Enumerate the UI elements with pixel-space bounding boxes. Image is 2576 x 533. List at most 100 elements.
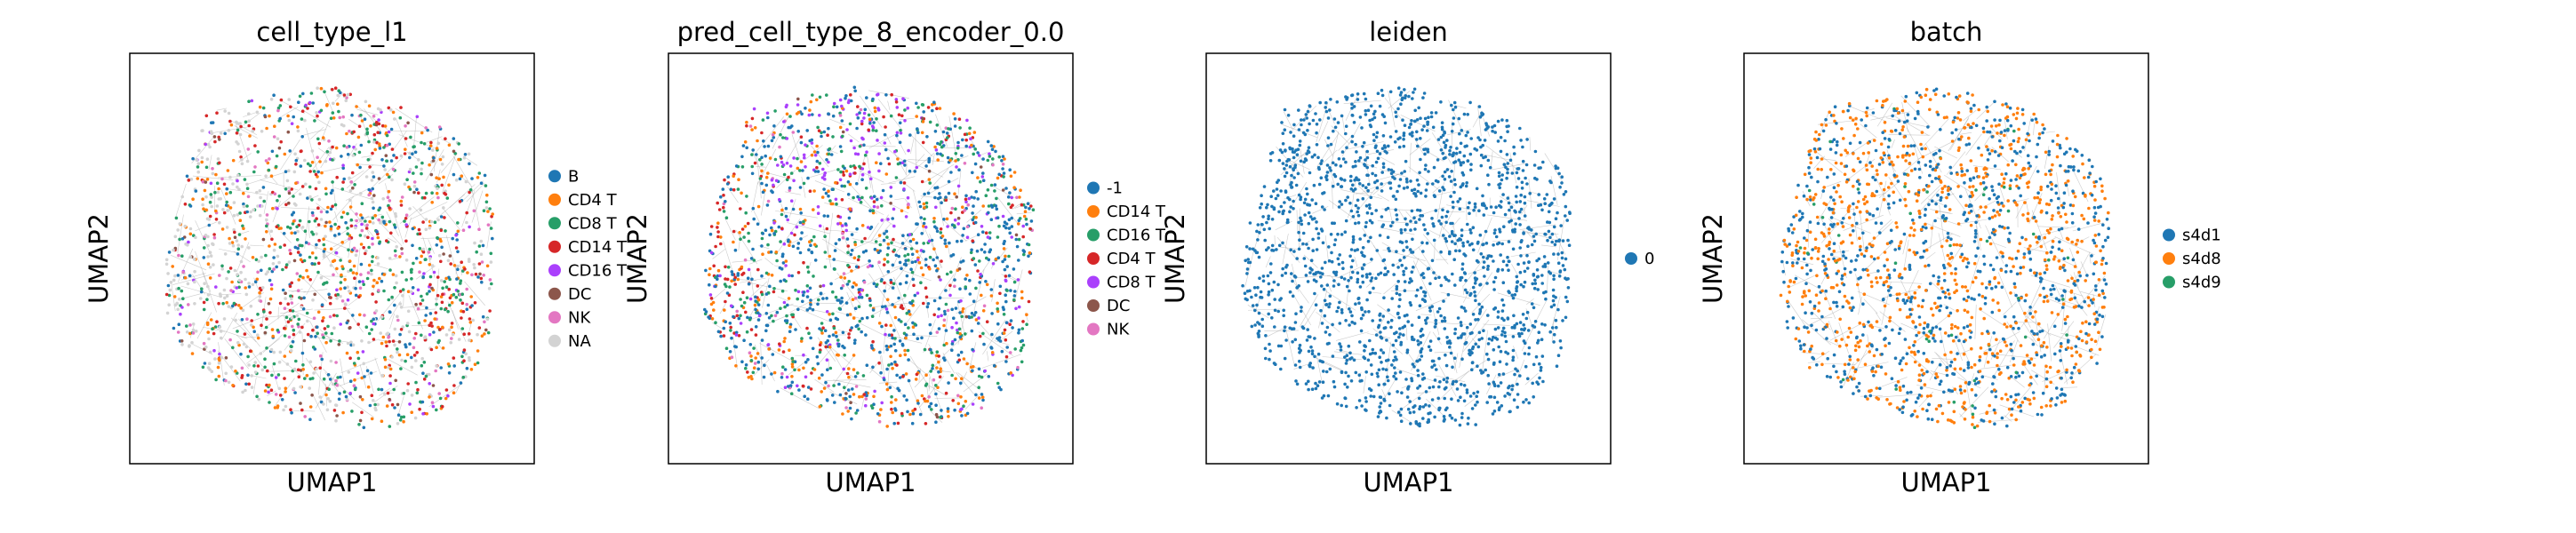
data-point [726,266,731,269]
data-point [1557,274,1562,278]
data-point [164,258,169,262]
data-point [249,323,253,327]
data-point [342,390,347,394]
data-point [412,190,416,195]
graph-edge [907,378,924,415]
data-point [343,286,347,290]
graph-edge [908,359,927,375]
data-point [964,277,967,281]
data-point [263,330,268,335]
data-point [791,313,795,317]
data-point [180,195,184,199]
data-point [400,247,404,251]
data-point [853,243,858,247]
data-point [976,233,980,236]
data-point [932,258,935,262]
graph-edge [378,173,394,185]
data-point [469,295,473,298]
data-point [281,288,285,292]
data-point [1369,363,1373,367]
data-point [202,207,205,211]
data-point [197,148,201,153]
data-point [790,124,794,128]
data-point [1474,423,1477,426]
data-point [188,255,193,259]
data-point [299,258,303,262]
data-point [260,323,263,328]
data-point [290,410,293,415]
graph-edge [241,336,257,338]
graph-edge [208,155,212,171]
data-point [326,205,330,210]
data-point [390,355,394,359]
data-point [896,421,900,426]
data-point [388,339,391,344]
data-point [967,131,972,136]
data-point [932,217,936,220]
data-point [1273,308,1277,313]
data-point [460,316,463,320]
data-point [486,223,491,227]
data-point [1388,392,1391,396]
data-point [244,120,248,124]
data-point [1492,259,1495,263]
data-point [880,278,884,282]
data-point [404,239,408,243]
graph-edge [814,378,835,393]
data-point [1468,227,1472,232]
data-point [1338,322,1342,325]
data-point [992,363,996,368]
data-point [439,239,443,243]
data-point [241,390,244,394]
data-point [896,386,900,391]
data-point [857,288,861,291]
data-point [839,286,844,290]
data-point [954,306,958,310]
data-point [372,206,375,211]
data-point [719,242,723,246]
data-point [745,146,748,150]
graph-edge [267,390,276,396]
data-point [770,372,773,376]
data-point [972,131,977,134]
data-point [242,227,245,230]
data-point [298,192,302,196]
data-point [802,353,805,357]
data-point [1356,277,1360,282]
data-point [859,107,863,112]
data-point [953,338,957,342]
data-point [458,177,462,181]
graph-edge [1316,311,1340,333]
data-point [904,215,908,219]
graph-edge [942,352,956,374]
data-point [1002,247,1006,251]
graph-edge [1016,211,1032,215]
data-point [405,353,410,357]
data-point [315,111,318,115]
data-point [1381,314,1385,318]
data-point [748,317,752,322]
data-point [1339,164,1343,168]
data-point [452,149,456,154]
data-point [326,397,330,401]
data-point [1319,176,1324,179]
data-point [357,280,362,283]
data-point [1361,196,1365,201]
data-point [438,328,442,331]
data-point [434,311,438,314]
data-point [354,226,357,230]
data-point [978,259,981,263]
data-point [900,342,905,346]
data-point [355,212,358,216]
data-point [916,402,920,405]
data-point [308,185,312,189]
data-point [246,373,250,378]
data-point [1014,233,1019,237]
graph-edge [901,269,932,282]
graph-edge [412,117,417,156]
data-point [1532,286,1537,290]
data-point [772,183,775,187]
data-point [819,284,822,289]
data-point [832,105,836,108]
data-point [855,227,859,231]
